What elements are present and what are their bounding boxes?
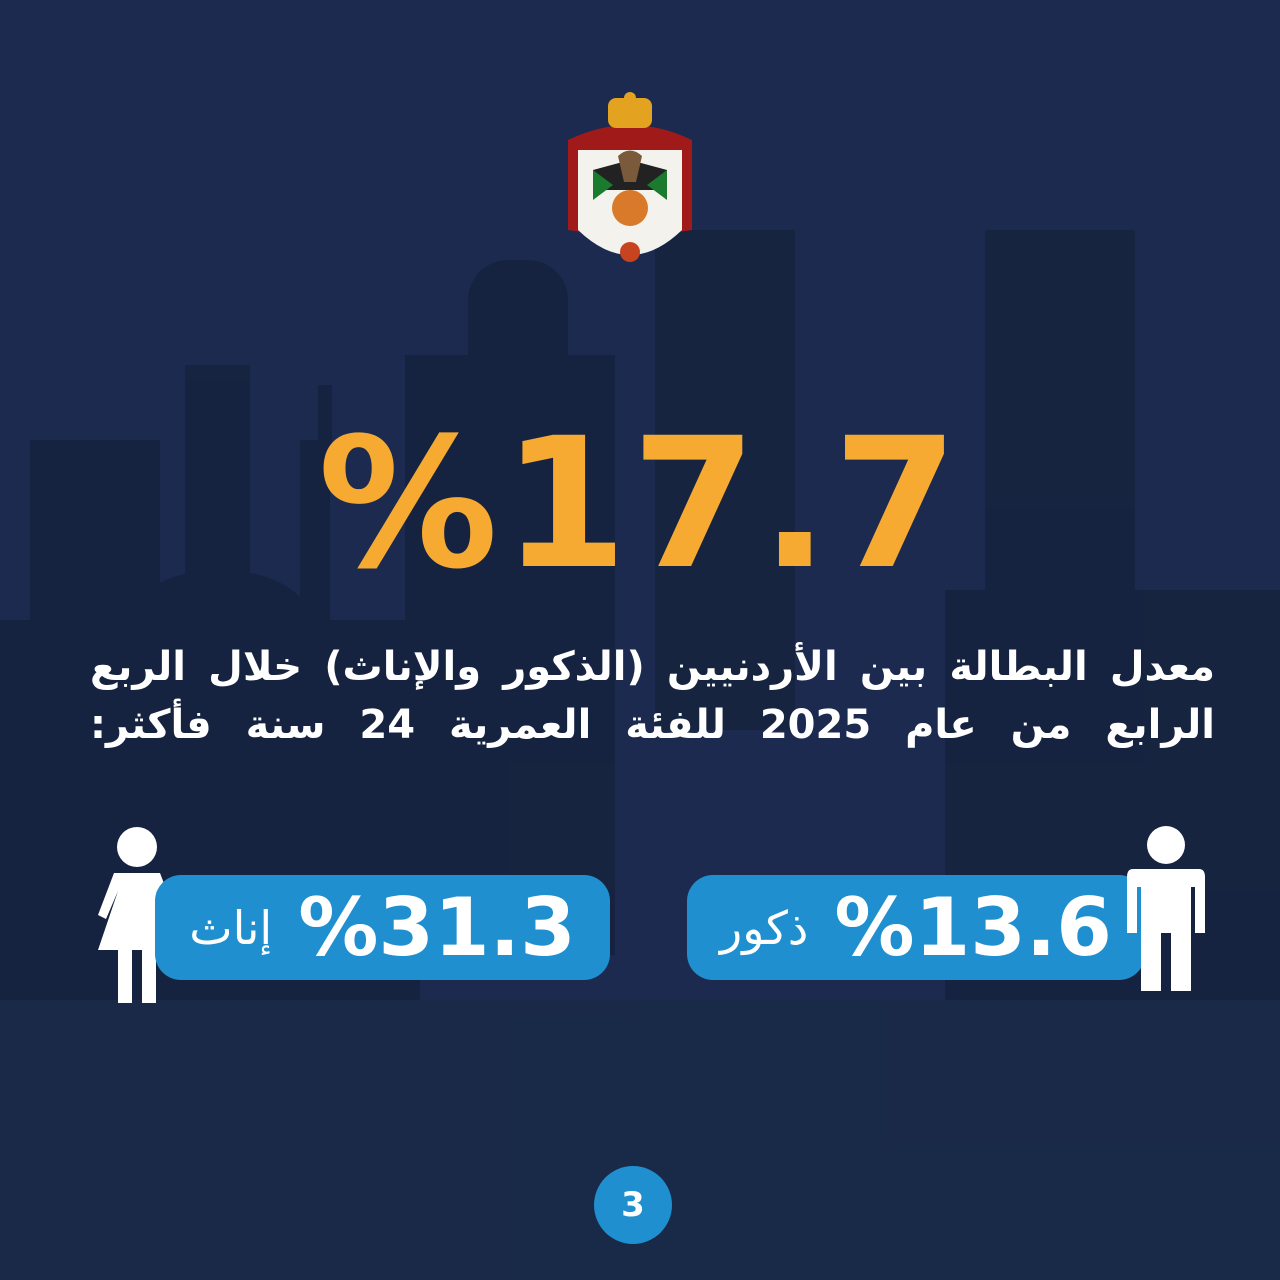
jordan-coat-of-arms-logo [568, 92, 692, 262]
headline-unemployment-rate: %17.7 [317, 400, 963, 609]
male-icon [1127, 826, 1205, 991]
females-label: إناث [189, 900, 273, 955]
males-value: %13.6 [834, 881, 1112, 974]
males-label: ذكور [720, 900, 809, 955]
description-text: معدل البطالة بين الأردنيين (الذكور والإن… [90, 644, 1215, 748]
females-stat-pill: %31.3 إناث [155, 875, 610, 980]
page-number-badge: 3 [594, 1166, 672, 1244]
males-stat-pill: %13.6 ذكور [687, 875, 1145, 980]
females-value: %31.3 [298, 881, 576, 974]
